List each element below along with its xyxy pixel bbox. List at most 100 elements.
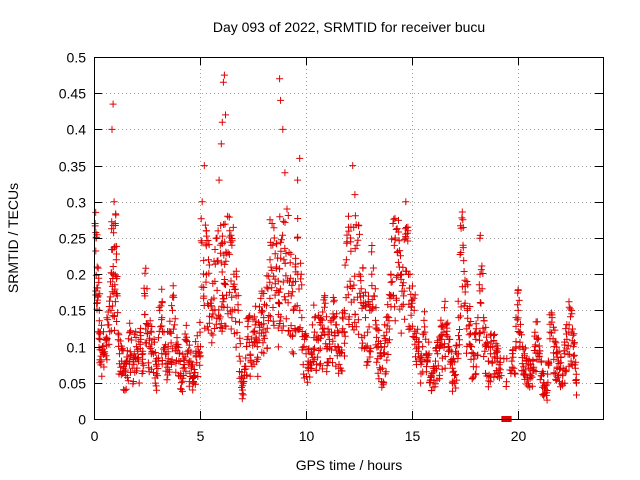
data-point: [168, 358, 176, 366]
data-point: [455, 314, 463, 322]
data-point: [347, 247, 355, 255]
data-point: [110, 229, 118, 237]
y-tick-label: 0.3: [67, 195, 87, 211]
data-point: [95, 334, 103, 342]
data-point: [476, 231, 484, 239]
data-point: [288, 348, 296, 356]
data-point: [103, 335, 111, 342]
data-point: [238, 390, 246, 398]
data-point: [205, 256, 212, 264]
data-point: [476, 329, 484, 337]
data-point: [564, 342, 572, 350]
data-point: [425, 338, 433, 346]
data-point: [520, 363, 528, 371]
data-point: [451, 358, 459, 366]
data-point: [458, 208, 466, 216]
data-point: [180, 361, 188, 368]
data-point: [296, 306, 304, 314]
data-point: [100, 363, 108, 371]
data-point: [270, 234, 278, 242]
data-point: [384, 351, 392, 358]
data-point: [297, 275, 305, 283]
data-point: [351, 191, 359, 199]
data-point: [458, 214, 466, 222]
data-point: [235, 352, 243, 360]
data-point: [329, 337, 337, 345]
data-point: [95, 317, 103, 325]
data-point: [397, 252, 404, 260]
data-point: [205, 241, 213, 249]
data-point: [293, 302, 301, 310]
data-point: [355, 330, 363, 338]
data-point: [164, 371, 172, 379]
data-point: [287, 250, 295, 258]
data-point: [464, 314, 472, 322]
data-point: [185, 341, 193, 349]
data-point: [368, 248, 376, 256]
data-point: [442, 331, 450, 339]
data-point: [341, 310, 349, 318]
data-point: [514, 328, 522, 335]
data-point: [124, 377, 132, 385]
data-point: [151, 374, 159, 382]
data-point: [181, 353, 189, 361]
data-point: [121, 368, 129, 376]
data-point: [492, 346, 500, 354]
data-point: [366, 353, 374, 361]
data-point: [548, 329, 555, 337]
data-point: [131, 368, 139, 376]
data-point: [400, 292, 408, 300]
data-point: [410, 306, 418, 314]
data-point: [455, 332, 462, 340]
data-point: [218, 118, 226, 126]
data-point: [337, 364, 345, 372]
data-point: [215, 176, 223, 184]
data-point: [186, 369, 194, 377]
data-point: [392, 294, 400, 302]
data-point: [108, 125, 116, 133]
data-point: [441, 364, 449, 372]
data-point: [477, 266, 485, 274]
data-point: [250, 313, 258, 321]
data-point: [234, 301, 242, 309]
data-point: [282, 249, 290, 257]
data-point: [332, 321, 340, 329]
data-point: [326, 355, 334, 362]
data-point: [569, 325, 576, 333]
data-point: [394, 258, 402, 266]
data-point: [180, 372, 188, 379]
data-point: [273, 240, 281, 248]
data-point: [129, 380, 137, 388]
data-point: [395, 228, 403, 236]
data-point: [345, 313, 353, 321]
data-point: [404, 223, 412, 231]
data-point: [267, 263, 275, 271]
data-point: [234, 292, 242, 300]
data-point: [94, 264, 102, 272]
data-point: [512, 322, 520, 330]
data-point: [343, 283, 351, 291]
data-point: [417, 379, 425, 387]
data-point: [399, 263, 407, 271]
data-point: [544, 370, 552, 378]
data-point: [254, 353, 261, 361]
data-point: [137, 332, 145, 340]
data-point: [127, 327, 135, 335]
data-point: [385, 317, 393, 325]
data-point: [468, 374, 476, 382]
data-points: [91, 71, 580, 404]
data-point: [232, 343, 240, 351]
data-point: [311, 344, 318, 352]
data-point: [432, 357, 439, 365]
data-point: [227, 231, 235, 239]
data-point: [266, 313, 274, 321]
data-point: [364, 298, 372, 306]
data-point: [513, 316, 521, 324]
data-point: [204, 326, 212, 334]
data-point: [275, 298, 283, 306]
data-point: [508, 357, 516, 365]
data-point: [279, 231, 287, 239]
data-point: [431, 383, 439, 391]
data-point: [409, 282, 416, 290]
data-point: [381, 370, 389, 378]
